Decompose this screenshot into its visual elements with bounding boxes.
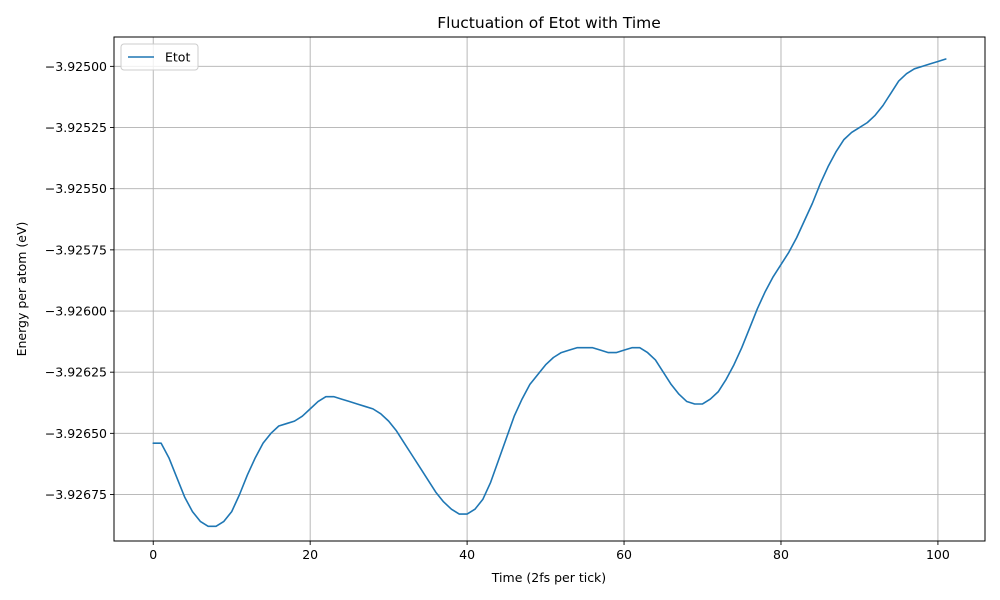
y-tick-label: −3.92600 xyxy=(45,304,107,319)
y-axis-label: Energy per atom (eV) xyxy=(14,222,29,357)
y-axis-ticks: −3.92675 −3.92650 −3.92625 −3.92600 −3.92575… xyxy=(45,59,114,502)
x-tick-label: 20 xyxy=(302,547,318,562)
chart-title: Fluctuation of Etot with Time xyxy=(437,14,661,32)
series-layer xyxy=(152,58,947,528)
x-tick-label: 80 xyxy=(773,547,789,562)
y-tick-label: −3.92500 xyxy=(45,59,107,74)
y-tick-label: −3.92575 xyxy=(45,242,107,257)
y-tick-label: −3.92625 xyxy=(45,365,107,380)
x-tick-label: 60 xyxy=(616,547,632,562)
legend-box xyxy=(120,43,199,71)
x-tick-label: 100 xyxy=(926,547,950,562)
y-tick-label: −3.92525 xyxy=(45,120,107,135)
y-tick-label: −3.92550 xyxy=(45,181,107,196)
legend: Etot xyxy=(120,43,199,71)
y-tick-label: −3.92675 xyxy=(45,487,107,502)
series-line-etot xyxy=(152,58,947,528)
x-tick-label: 0 xyxy=(149,547,157,562)
grid xyxy=(114,37,985,541)
x-axis-label: Time (2fs per tick) xyxy=(491,570,606,585)
y-tick-label: −3.92650 xyxy=(45,426,107,441)
x-axis-ticks: 0 20 40 60 80 100 xyxy=(149,541,950,562)
legend-label-etot: Etot xyxy=(165,50,190,65)
plot-frame xyxy=(113,36,986,542)
x-tick-label: 40 xyxy=(459,547,475,562)
